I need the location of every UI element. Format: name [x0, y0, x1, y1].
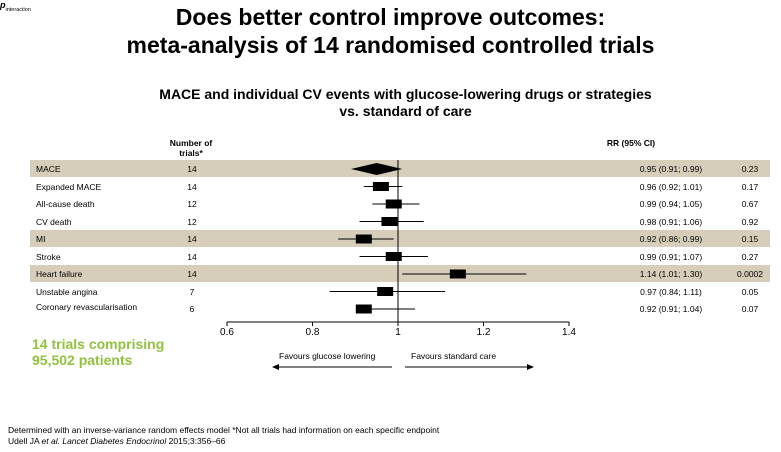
- left-arrow-icon: [272, 364, 279, 370]
- x-tick-label: 0.6: [220, 327, 234, 338]
- trials-header-line2: trials*: [179, 148, 203, 158]
- estimate-square-marker: [377, 287, 394, 296]
- estimate-square-marker: [385, 252, 402, 261]
- forest-row: Coronary revascularisation 6 0.92 (0.91; 1…: [30, 300, 770, 317]
- row-rr-ci: 0.95 (0.91; 0.99): [639, 164, 703, 174]
- methods-footnote: Determined with an inverse-variance rand…: [8, 425, 440, 435]
- chart-subtitle-line2: vs. standard of care: [339, 103, 472, 119]
- row-label: All-cause death: [36, 199, 95, 209]
- row-p-interaction: 0.92: [741, 216, 759, 227]
- row-p-interaction: 0.15: [741, 234, 759, 244]
- estimate-square-marker: [355, 304, 372, 314]
- x-tick-label: 1: [395, 327, 401, 338]
- row-p-interaction: 0.05: [741, 286, 759, 297]
- chart-subtitle-line1: MACE and individual CV events with gluco…: [159, 86, 652, 102]
- p-header-main: p: [0, 0, 6, 10]
- row-p-interaction: 0.07: [741, 304, 759, 314]
- trials-column-header: Number of trials*: [150, 138, 232, 158]
- row-label: CV death: [36, 216, 72, 227]
- right-arrow-icon: [527, 364, 534, 370]
- favours-glucose-lowering-label: Favours glucose lowering: [279, 351, 376, 361]
- forest-row: CV death 12 0.98 (0.91; 1.06) 0.92: [30, 213, 770, 230]
- callout-line2: 95,502 patients: [32, 352, 133, 368]
- forest-row: Unstable angina 7 0.97 (0.84; 1.11) 0.05: [30, 283, 770, 300]
- row-label: Expanded MACE: [36, 181, 102, 192]
- row-label: Stroke: [36, 251, 61, 262]
- forest-row: Stroke 14 0.99 (0.91; 1.07) 0.27: [30, 248, 770, 265]
- slide-title-line2: meta-analysis of 14 randomised controlle…: [126, 32, 655, 58]
- estimate-square-marker: [449, 269, 466, 279]
- forest-row: MI 14 0.92 (0.86; 0.99) 0.15: [30, 230, 770, 247]
- row-trials: 12: [187, 199, 197, 209]
- row-trials: 14: [187, 251, 197, 262]
- row-trials: 14: [187, 164, 197, 174]
- row-label: Unstable angina: [36, 286, 98, 297]
- row-rr-ci: 0.99 (0.94; 1.05): [639, 199, 703, 209]
- row-p-interaction: 0.27: [741, 251, 759, 262]
- callout-line1: 14 trials comprising: [32, 336, 165, 352]
- trials-callout: 14 trials comprising 95,502 patients: [32, 336, 164, 368]
- citation-author: Udell JA: [8, 436, 42, 446]
- x-tick-label: 1.4: [562, 327, 576, 338]
- row-label: Coronary revascularisation: [36, 302, 138, 312]
- rr-column-header: RR (95% CI): [606, 138, 656, 148]
- p-header-sub: interaction: [5, 6, 31, 13]
- mace-diamond-marker: [350, 163, 403, 175]
- x-tick-label: 1.2: [476, 327, 491, 338]
- row-rr-ci: 0.98 (0.91; 1.06): [639, 216, 703, 227]
- row-trials: 12: [187, 216, 197, 227]
- citation-details: 2015;3:356–66: [166, 436, 226, 446]
- row-trials: 7: [189, 286, 195, 297]
- row-rr-ci: 1.14 (1.01; 1.30): [639, 269, 703, 279]
- citation-journal: et al. Lancet Diabetes Endocrinol: [41, 436, 167, 446]
- row-p-interaction: 0.67: [741, 199, 759, 209]
- forest-row: All-cause death 12 0.99 (0.94; 1.05) 0.67: [30, 195, 770, 212]
- row-trials: 6: [189, 304, 195, 314]
- citation-footnote: Udell JA et al. Lancet Diabetes Endocrin…: [8, 436, 225, 447]
- row-rr-ci: 0.99 (0.91; 1.07): [639, 251, 703, 262]
- row-rr-ci: 0.96 (0.92; 1.01): [639, 181, 703, 192]
- row-rr-ci: 0.92 (0.91; 1.04): [639, 304, 703, 314]
- x-tick-label: 0.8: [305, 327, 320, 338]
- row-label: Heart failure: [36, 269, 83, 279]
- trials-header-line1: Number of: [169, 138, 213, 148]
- estimate-square-marker: [385, 199, 402, 209]
- estimate-square-marker: [372, 182, 389, 191]
- forest-row: Heart failure 14 1.14 (1.01; 1.30) 0.0002: [30, 265, 770, 282]
- estimate-square-marker: [381, 217, 398, 226]
- row-label: MACE: [36, 164, 61, 174]
- row-trials: 14: [187, 269, 197, 279]
- slide-title-line1: Does better control improve outcomes:: [175, 4, 606, 30]
- row-trials: 14: [187, 181, 197, 192]
- p-interaction-header: pinteraction: [0, 0, 781, 13]
- forest-row: Expanded MACE 14 0.96 (0.92; 1.01) 0.17: [30, 178, 770, 195]
- row-rr-ci: 0.92 (0.86; 0.99): [639, 234, 703, 244]
- row-p-interaction: 0.17: [741, 181, 759, 192]
- favours-standard-care-label: Favours standard care: [411, 351, 497, 361]
- row-p-interaction: 0.23: [741, 164, 759, 174]
- estimate-square-marker: [355, 234, 372, 244]
- row-label: MI: [36, 234, 46, 244]
- row-rr-ci: 0.97 (0.84; 1.11): [640, 286, 702, 297]
- row-p-interaction: 0.0002: [737, 269, 763, 279]
- row-trials: 14: [187, 234, 197, 244]
